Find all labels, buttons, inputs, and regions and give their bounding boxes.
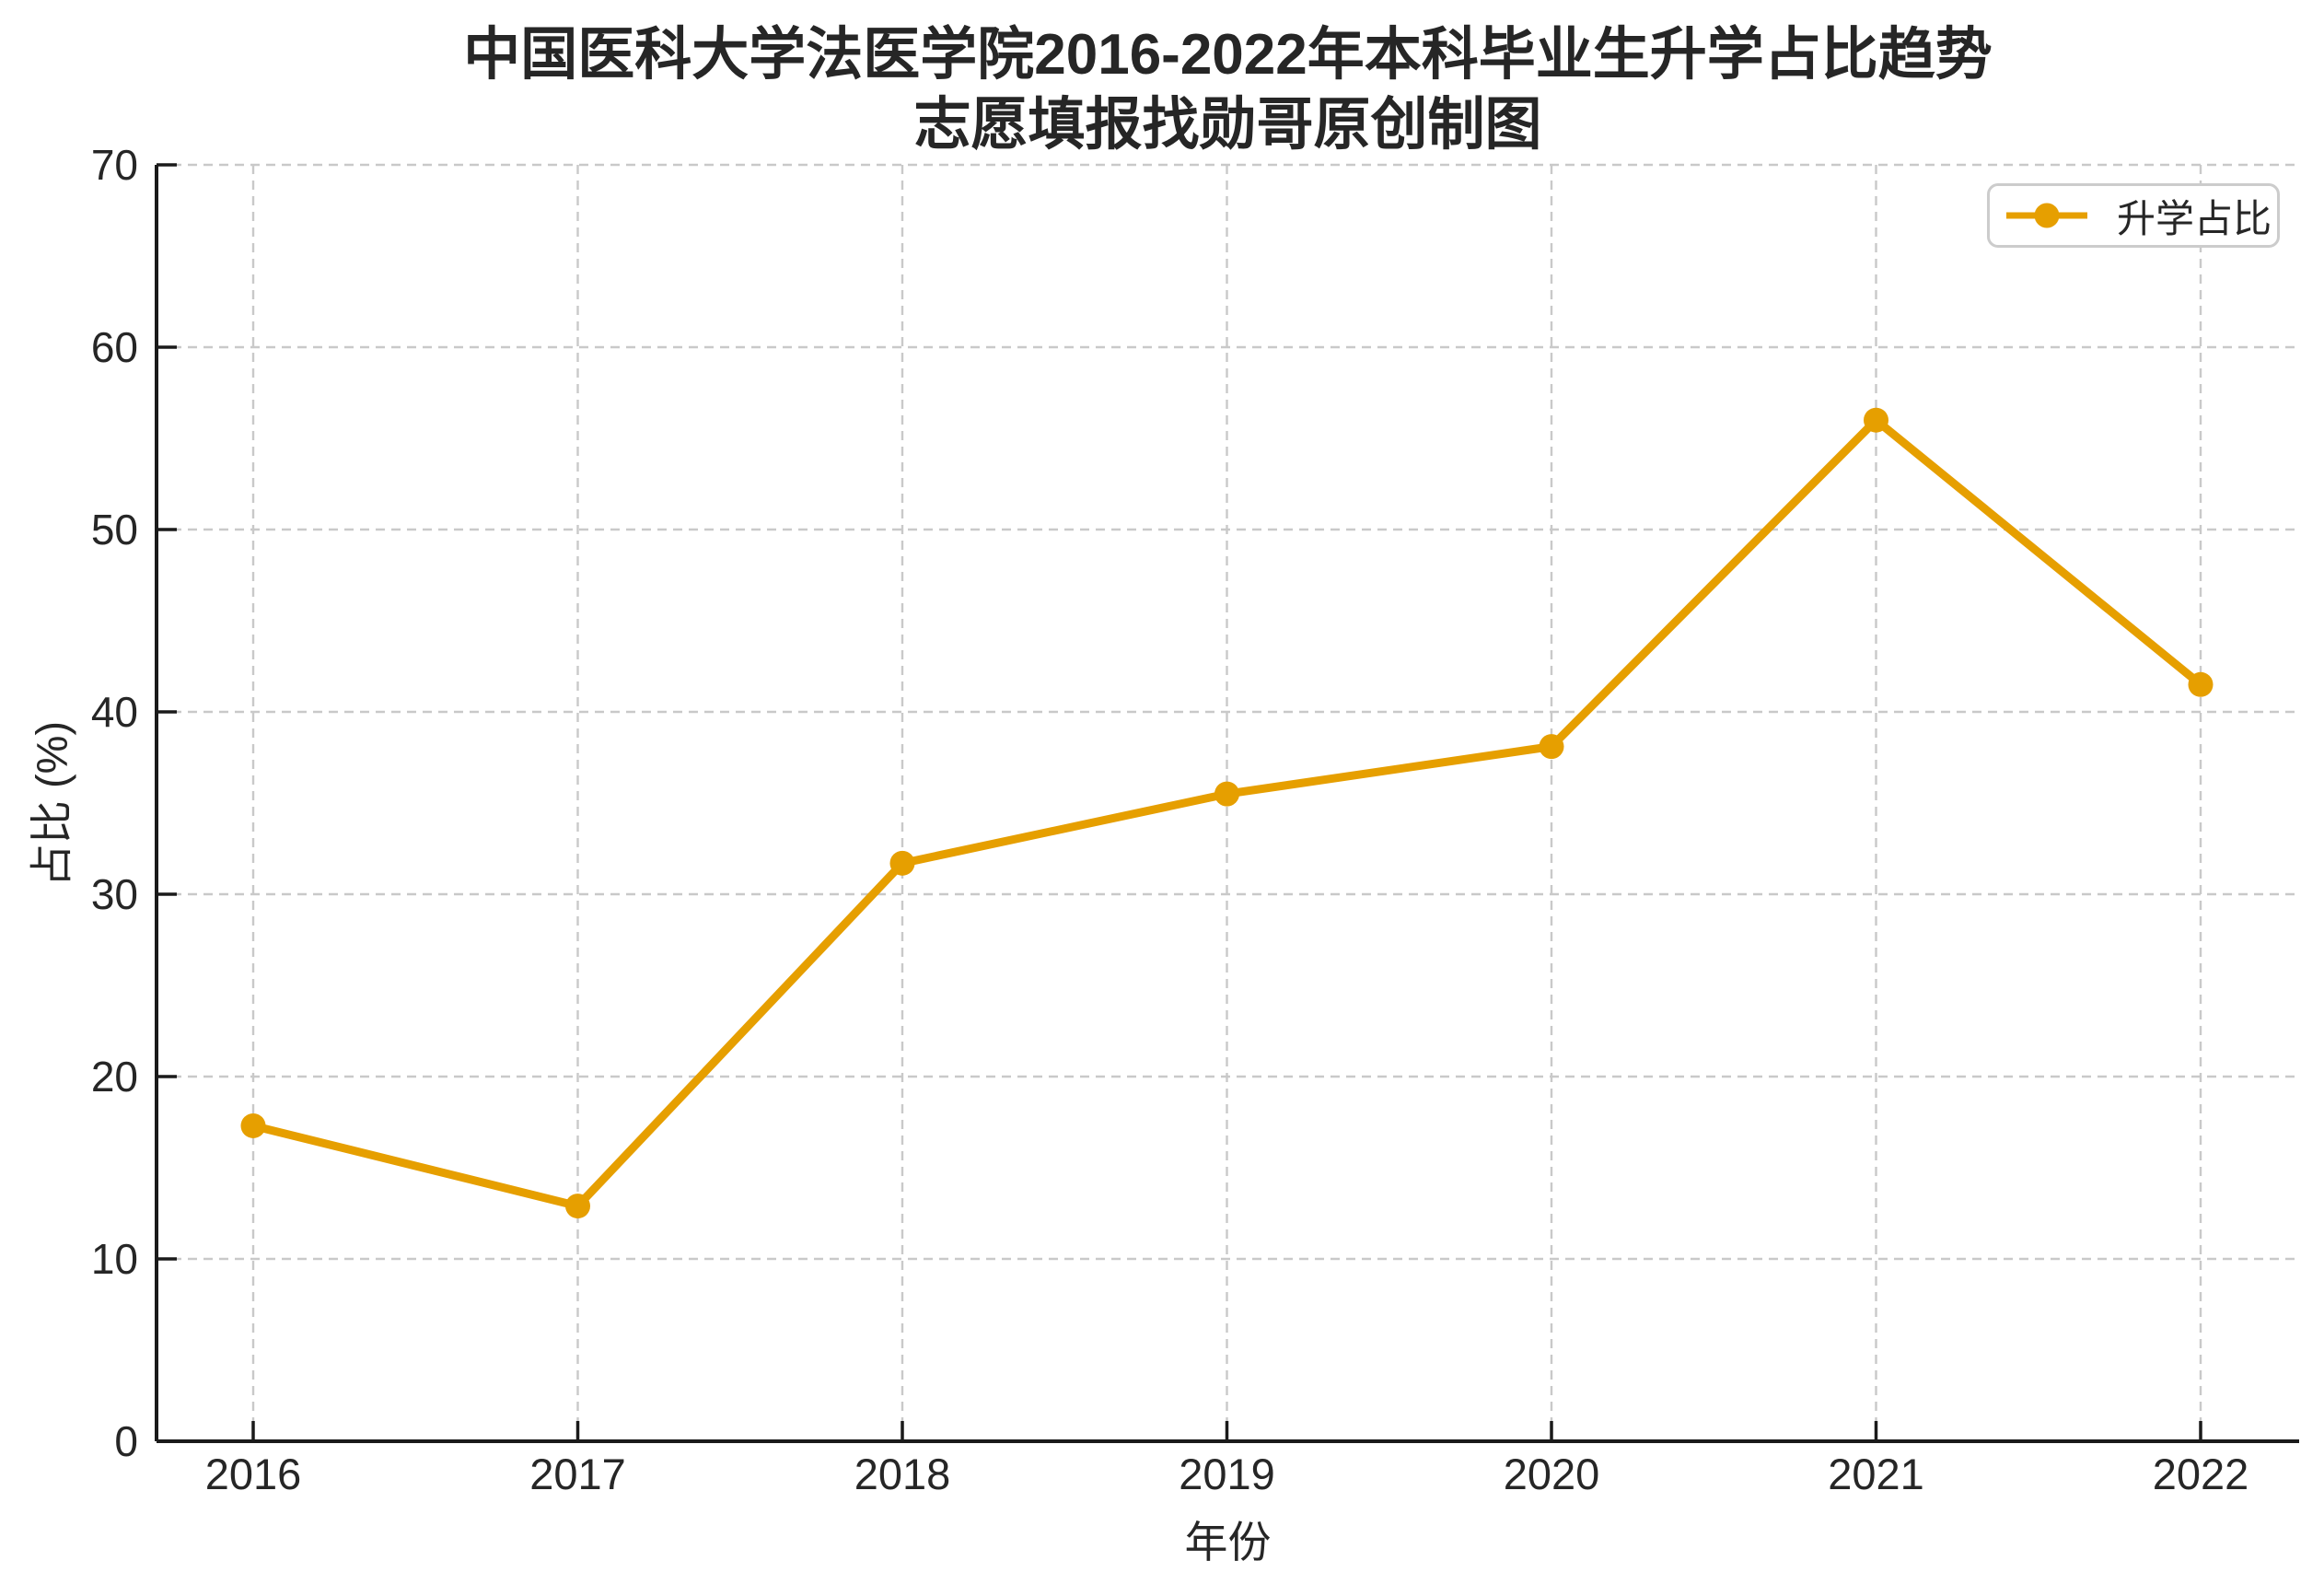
data-point-marker [1214, 781, 1239, 807]
data-point-marker [1539, 734, 1564, 760]
y-tick-label: 40 [90, 688, 138, 736]
legend-box: 升学占比 [1987, 183, 2280, 248]
chart-title-line2: 志愿填报找勋哥原创制图 [913, 93, 1542, 157]
x-tick-label: 2021 [1828, 1450, 1924, 1498]
x-tick-label: 2019 [1179, 1450, 1275, 1498]
y-tick-label: 10 [90, 1235, 138, 1283]
y-tick-label: 50 [90, 506, 138, 553]
y-tick-label: 0 [114, 1417, 138, 1465]
y-tick-label: 70 [90, 141, 138, 189]
x-axis-title: 年份 [1184, 1518, 1272, 1567]
legend-line-marker-icon [2006, 203, 2087, 228]
x-tick-label: 2022 [2152, 1450, 2249, 1498]
x-tick-label: 2020 [1503, 1450, 1600, 1498]
y-tick-label: 20 [90, 1053, 138, 1101]
y-axis-title: 占比 (%) [27, 720, 76, 888]
chart-title: 中国医科大学法医学院2016-2022年本科毕业生升学占比趋势 志愿填报找勋哥原… [157, 20, 2299, 160]
data-point-marker [2188, 671, 2214, 697]
x-tick-label: 2018 [854, 1450, 951, 1498]
data-point-marker [1864, 407, 1888, 433]
y-tick-label: 30 [90, 870, 138, 918]
data-point-marker [240, 1112, 266, 1138]
chart-title-line1: 中国医科大学法医学院2016-2022年本科毕业生升学占比趋势 [463, 23, 1993, 87]
legend-label: 升学占比 [2117, 196, 2272, 240]
x-tick-label: 2016 [204, 1450, 302, 1498]
x-tick-label: 2017 [529, 1450, 626, 1498]
y-tick-label: 60 [90, 323, 138, 371]
data-point-marker [565, 1194, 590, 1219]
data-point-marker [889, 850, 915, 876]
